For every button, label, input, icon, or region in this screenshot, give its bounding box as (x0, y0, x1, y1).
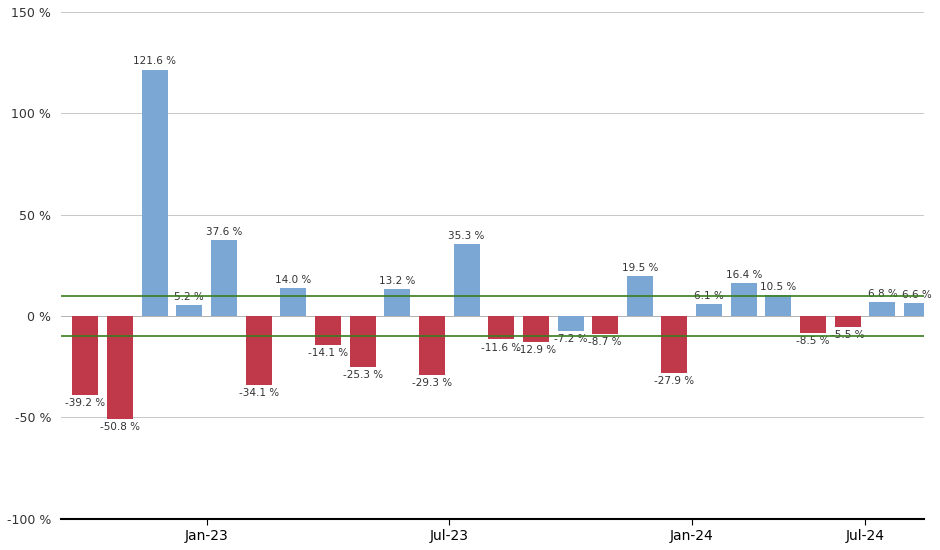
Bar (72, 316, 99, 395)
Bar (142, 69, 167, 316)
Text: -27.9 %: -27.9 % (654, 376, 695, 386)
Text: -12.9 %: -12.9 % (516, 345, 556, 355)
Bar (350, 316, 376, 367)
Bar (835, 316, 861, 327)
Bar (107, 316, 133, 419)
Text: -8.7 %: -8.7 % (588, 337, 622, 346)
Bar (592, 316, 619, 334)
Text: -5.5 %: -5.5 % (831, 330, 865, 340)
Bar (697, 304, 722, 316)
Bar (800, 316, 826, 333)
Text: 37.6 %: 37.6 % (206, 227, 243, 236)
Text: -8.5 %: -8.5 % (796, 336, 830, 346)
Text: -29.3 %: -29.3 % (412, 378, 452, 388)
Bar (280, 288, 306, 316)
Bar (765, 295, 791, 316)
Bar (245, 316, 272, 385)
Text: 10.5 %: 10.5 % (760, 282, 796, 292)
Text: -7.2 %: -7.2 % (554, 334, 588, 344)
Text: 6.1 %: 6.1 % (695, 290, 724, 300)
Bar (627, 277, 653, 316)
Bar (730, 283, 757, 316)
Text: -14.1 %: -14.1 % (307, 348, 348, 358)
Text: 6.6 %: 6.6 % (902, 289, 932, 300)
Bar (384, 289, 410, 316)
Bar (177, 305, 202, 316)
Bar (488, 316, 514, 339)
Text: 16.4 %: 16.4 % (726, 270, 762, 280)
Text: -25.3 %: -25.3 % (342, 370, 383, 380)
Text: 19.5 %: 19.5 % (621, 263, 658, 273)
Bar (870, 302, 896, 316)
Text: -39.2 %: -39.2 % (65, 398, 105, 409)
Bar (211, 240, 237, 316)
Text: 13.2 %: 13.2 % (379, 276, 415, 286)
Text: -34.1 %: -34.1 % (239, 388, 278, 398)
Text: 121.6 %: 121.6 % (133, 57, 176, 67)
Bar (315, 316, 341, 344)
Bar (662, 316, 687, 372)
Bar (557, 316, 584, 331)
Text: 6.8 %: 6.8 % (868, 289, 898, 299)
Text: -11.6 %: -11.6 % (481, 343, 522, 353)
Text: 14.0 %: 14.0 % (275, 274, 311, 284)
Text: -50.8 %: -50.8 % (100, 422, 140, 432)
Bar (523, 316, 549, 342)
Bar (419, 316, 445, 375)
Bar (453, 244, 479, 316)
Text: 5.2 %: 5.2 % (175, 293, 204, 303)
Text: 35.3 %: 35.3 % (448, 232, 485, 241)
Bar (904, 302, 930, 316)
